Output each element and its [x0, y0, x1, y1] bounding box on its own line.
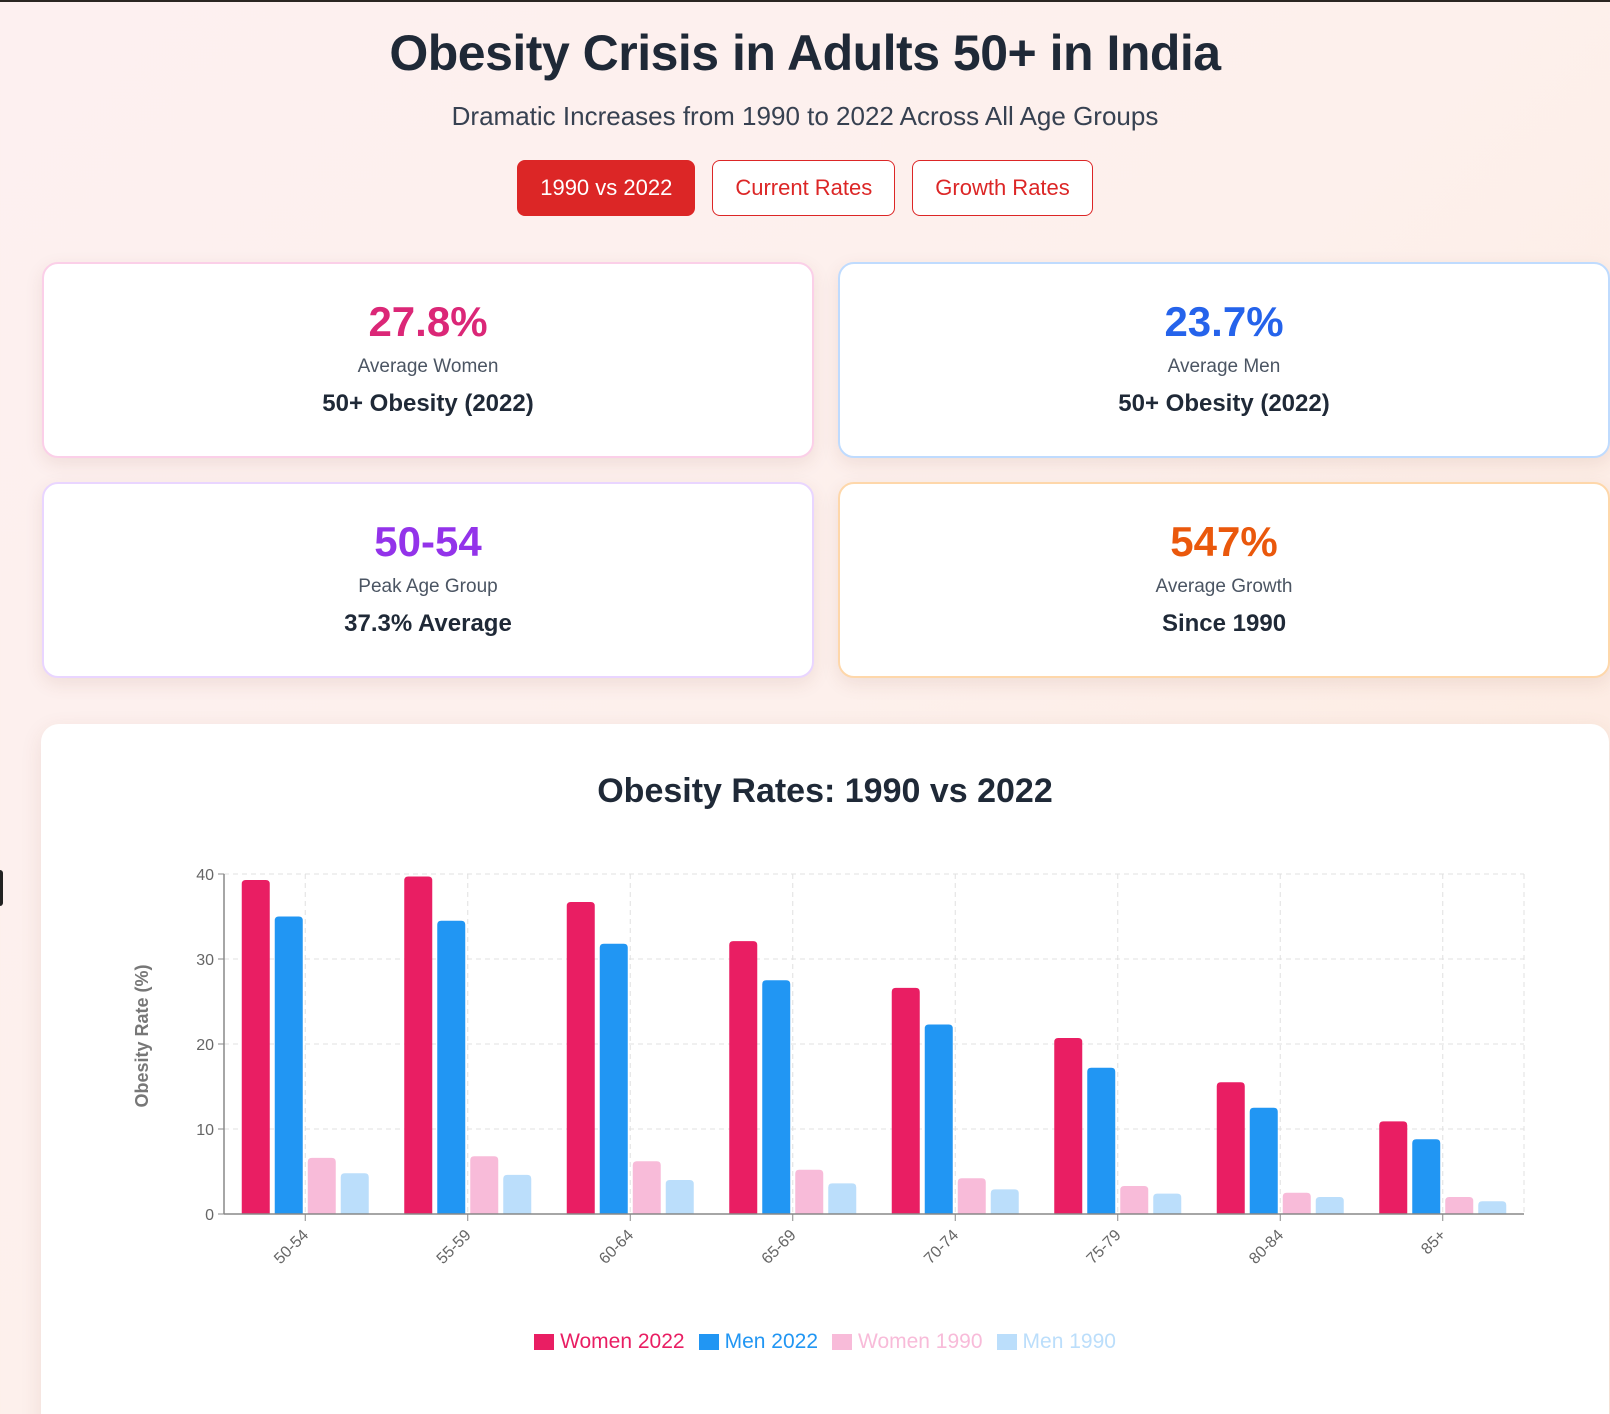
legend-label: Men 2022: [724, 1330, 818, 1353]
x-tick-label: 50-54: [271, 1227, 312, 1268]
tab-1990-vs-2022[interactable]: 1990 vs 2022: [517, 160, 696, 216]
bar-women-2022: [1054, 1038, 1083, 1214]
bar-men-2022: [1412, 1139, 1441, 1214]
x-tick-label: 70-74: [921, 1227, 962, 1268]
legend-label: Women 2022: [560, 1330, 685, 1353]
x-tick-label: 80-84: [1246, 1227, 1287, 1268]
legend-label: Women 1990: [858, 1330, 983, 1353]
bar-men-1990: [990, 1189, 1019, 1214]
bar-men-1990: [1478, 1201, 1507, 1214]
y-tick-label: 0: [205, 1207, 214, 1224]
stat-value: 23.7%: [1164, 298, 1284, 345]
tab-growth-rates[interactable]: Growth Rates: [912, 160, 1093, 216]
stat-card-average-growth: 547% Average Growth Since 1990: [838, 482, 1610, 678]
bar-men-2022: [762, 980, 791, 1214]
stat-subtitle: 37.3% Average: [344, 610, 512, 637]
legend-item[interactable]: Women 2022: [534, 1330, 685, 1354]
bar-women-2022: [891, 987, 920, 1214]
page-subtitle: Dramatic Increases from 1990 to 2022 Acr…: [451, 101, 1159, 131]
bar-men-2022: [437, 920, 466, 1214]
x-tick-label: 60-64: [596, 1227, 637, 1268]
stat-value: 50-54: [374, 518, 482, 565]
bar-women-1990: [957, 1178, 986, 1214]
bar-men-2022: [274, 916, 303, 1214]
bar-men-1990: [1153, 1193, 1182, 1214]
y-axis-label: Obesity Rate (%): [132, 964, 152, 1107]
stat-value: 27.8%: [368, 298, 488, 345]
bar-women-1990: [1445, 1197, 1474, 1214]
legend-item[interactable]: Women 1990: [832, 1330, 983, 1354]
stat-subtitle: 50+ Obesity (2022): [1118, 390, 1330, 417]
y-tick-label: 30: [196, 952, 214, 969]
legend-swatch: [996, 1334, 1017, 1350]
window-top-border: [0, 0, 1610, 2]
tab-current-rates[interactable]: Current Rates: [712, 160, 896, 216]
legend-item[interactable]: Men 2022: [698, 1330, 818, 1354]
bar-men-2022: [924, 1024, 953, 1214]
legend-swatch: [534, 1334, 555, 1350]
bar-women-1990: [795, 1169, 824, 1214]
stat-label: Average Growth: [1155, 576, 1293, 597]
stat-label: Average Women: [357, 356, 499, 377]
bar-women-1990: [1120, 1185, 1149, 1214]
y-tick-label: 40: [196, 867, 214, 884]
bar-men-1990: [665, 1180, 694, 1214]
stat-card-peak-age: 50-54 Peak Age Group 37.3% Average: [42, 482, 814, 678]
page-title: Obesity Crisis in Adults 50+ in India: [389, 25, 1221, 81]
x-tick-label: 65-69: [759, 1227, 800, 1268]
stat-subtitle: Since 1990: [1161, 610, 1287, 637]
stat-card-women-average: 27.8% Average Women 50+ Obesity (2022): [42, 262, 814, 458]
y-tick-label: 10: [196, 1122, 214, 1139]
bar-women-1990: [470, 1156, 499, 1214]
stat-label: Peak Age Group: [358, 576, 498, 597]
bar-women-2022: [1379, 1121, 1408, 1214]
bar-women-2022: [404, 876, 433, 1214]
chart-legend: Women 2022 Men 2022 Women 1990 Men 1990: [0, 1330, 1610, 1354]
bar-men-1990: [1315, 1197, 1344, 1214]
stat-card-men-average: 23.7% Average Men 50+ Obesity (2022): [838, 262, 1610, 458]
bar-women-2022: [729, 941, 758, 1214]
side-handle[interactable]: [0, 870, 3, 906]
stat-subtitle: 50+ Obesity (2022): [322, 390, 534, 417]
bar-women-2022: [1216, 1082, 1245, 1214]
legend-swatch: [698, 1334, 719, 1350]
bar-women-2022: [566, 902, 595, 1214]
y-tick-label: 20: [196, 1037, 214, 1054]
legend-swatch: [832, 1334, 852, 1350]
bar-women-1990: [632, 1161, 661, 1214]
stat-label: Average Men: [1167, 356, 1281, 377]
legend-label: Men 1990: [1022, 1330, 1116, 1353]
legend-item[interactable]: Men 1990: [996, 1330, 1116, 1354]
bar-men-1990: [340, 1173, 369, 1214]
view-tabs: 1990 vs 2022 Current Rates Growth Rates: [0, 160, 1610, 216]
bar-men-2022: [1249, 1107, 1278, 1214]
bar-men-1990: [503, 1174, 532, 1214]
chart-title: Obesity Rates: 1990 vs 2022: [597, 772, 1053, 810]
bar-men-1990: [828, 1183, 857, 1214]
x-tick-label: 75-79: [1084, 1227, 1125, 1268]
bar-women-1990: [1282, 1192, 1311, 1214]
bar-men-2022: [599, 943, 628, 1214]
bar-men-2022: [1087, 1067, 1116, 1214]
bar-women-2022: [241, 879, 270, 1214]
stat-value: 547%: [1170, 518, 1278, 565]
bar-women-1990: [307, 1157, 336, 1214]
x-tick-label: 55-59: [434, 1227, 475, 1268]
x-tick-label: 85+: [1418, 1227, 1449, 1258]
